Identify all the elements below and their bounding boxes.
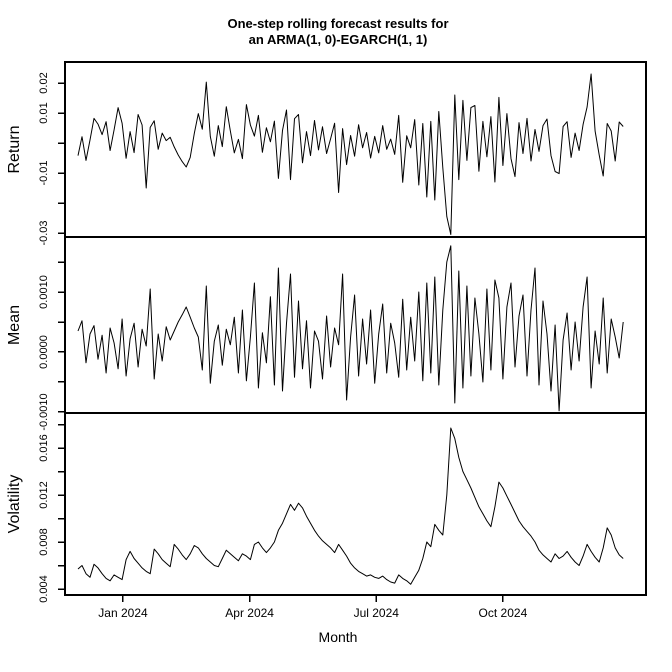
return-series-line (77, 73, 624, 235)
volatility-y-tick-label: 0.004 (38, 575, 50, 603)
x-axis-title: Month (319, 629, 358, 645)
volatility-y-tick-label: 0.016 (38, 434, 50, 462)
volatility-series-line (77, 427, 624, 585)
return-y-tick-label: -0.03 (38, 220, 50, 245)
mean-axis-title: Mean (6, 305, 23, 345)
panel-group: 0.02 0.01 -0.01 -0.03 Return 0.0010 0.0000 -0.0… (6, 61, 647, 620)
return-y-tick-label: 0.01 (38, 102, 50, 123)
volatility-y-tick-label: 0.008 (38, 528, 50, 556)
return-y-tick-label: 0.02 (38, 72, 50, 93)
x-tick-label: Apr 2024 (225, 606, 274, 620)
x-tick-label: Jul 2024 (354, 606, 400, 620)
mean-y-tick-label: -0.0010 (38, 393, 50, 430)
return-axis-title: Return (6, 125, 23, 173)
x-tick-label: Oct 2024 (479, 606, 528, 620)
chart-title-line-1: One-step rolling forecast results for (227, 16, 448, 31)
x-tick-label: Jan 2024 (98, 606, 148, 620)
volatility-axis-title: Volatility (6, 475, 23, 534)
mean-y-tick-label: 0.0010 (38, 275, 50, 309)
return-y-tick-label: -0.01 (38, 160, 50, 185)
mean-series-line (77, 245, 624, 412)
mean-y-tick-label: 0.0000 (38, 335, 50, 369)
volatility-panel-border (64, 412, 647, 596)
chart-title-line-2: an ARMA(1, 0)-EGARCH(1, 1) (249, 32, 428, 47)
volatility-y-tick-label: 0.012 (38, 481, 50, 509)
